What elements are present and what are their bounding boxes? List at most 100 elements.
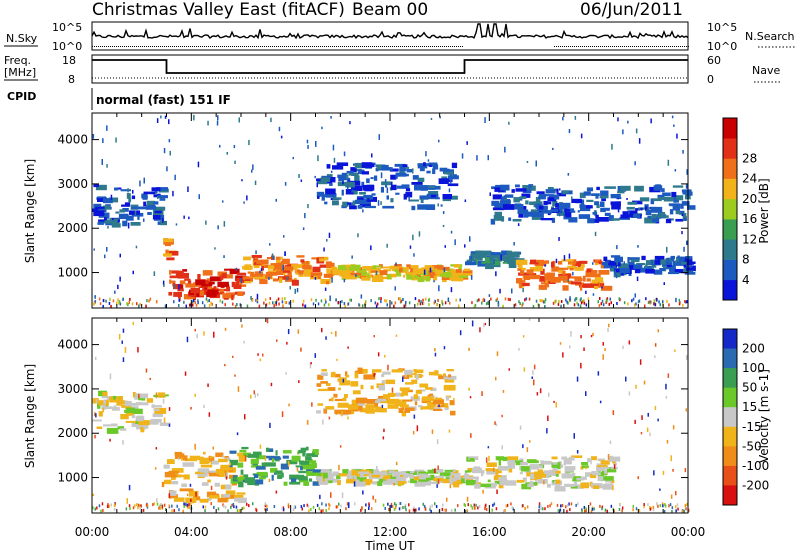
power-cells-cell <box>490 218 496 225</box>
power-cells-cell <box>386 195 389 200</box>
vel-cells-noise <box>149 377 151 380</box>
power-cells-cell <box>645 206 648 211</box>
power-cells-clutter <box>234 304 237 308</box>
power-cells-cell <box>138 206 149 210</box>
power-cells-cell <box>426 204 436 210</box>
power-cells-clutter <box>514 303 517 307</box>
power-cells-cell <box>685 184 689 189</box>
vel-cells-cell <box>240 454 245 458</box>
power-cells-cell <box>573 261 582 267</box>
vel-cells-cell <box>493 475 500 481</box>
power-cells-noise <box>450 287 453 293</box>
vel-cells-cell <box>421 406 434 410</box>
power-cells-cell <box>539 193 546 200</box>
vel-cells-clutter <box>92 506 94 510</box>
power-cells-cell <box>92 208 99 212</box>
vel-cells-noise <box>654 405 657 411</box>
power-cells-clutter <box>128 300 130 304</box>
vel-cells-clutter <box>681 509 684 513</box>
power-cells-cell <box>394 264 402 267</box>
power-cells-cell <box>525 211 536 217</box>
power-cells-noise <box>115 137 117 143</box>
power-cells-noise <box>174 174 176 181</box>
vel-cells-cell <box>381 472 388 476</box>
power-cells-cell <box>493 215 502 221</box>
power-cells-cell <box>644 266 652 269</box>
power-cells-cell <box>431 185 441 190</box>
power-cells-clutter <box>405 300 407 304</box>
vel-cells-clutter <box>656 502 658 506</box>
time-tick-label: 00:00 <box>75 525 110 539</box>
vel-cells-cell <box>171 481 179 485</box>
power-cells-cell <box>420 269 427 273</box>
power-cells-noise <box>316 182 318 188</box>
vel-cells-noise <box>276 339 278 342</box>
power-cells-cell <box>205 280 209 285</box>
vel-cells-noise <box>224 327 227 331</box>
power-cells-noise <box>333 157 336 163</box>
vel-cells-noise <box>548 392 550 397</box>
vel-cells-clutter <box>393 507 396 511</box>
vel-cells-noise <box>670 455 672 462</box>
vel-cells-cell <box>342 397 347 402</box>
vel-cells-cell <box>113 405 117 410</box>
vel-cells-cell <box>387 398 399 405</box>
vel-cells-noise <box>358 367 360 372</box>
power-cells-cell <box>492 194 503 200</box>
power-cells-clutter <box>93 301 96 305</box>
vel-cells-cell <box>428 371 439 376</box>
vel-cells-noise <box>622 345 624 350</box>
power-cells-cell <box>403 193 407 200</box>
vel-cells-cell <box>570 485 578 489</box>
power-cells-cell <box>674 269 683 272</box>
vel-cells-cell <box>375 406 382 413</box>
power-cells-clutter <box>441 302 444 306</box>
power-cells-noise <box>329 295 331 302</box>
power-cells-clutter <box>579 298 582 302</box>
power-cells-cell <box>429 164 432 167</box>
vel-cells-cell <box>444 407 448 411</box>
power-cells-clutter <box>258 304 261 308</box>
power-cells-noise <box>409 245 412 249</box>
vel-cells-clutter <box>550 502 553 506</box>
vel-cells-cell <box>183 455 188 461</box>
vel-cells-cell <box>283 481 288 486</box>
power-cells-noise <box>558 237 560 241</box>
power-cells-cell <box>540 218 553 221</box>
power-cells-noise <box>377 200 380 206</box>
power-cells-noise <box>444 245 446 248</box>
power-cells-clutter <box>668 303 670 307</box>
power-cells-noise <box>169 150 171 156</box>
power-cells-noise <box>437 203 439 207</box>
power-cells-cell <box>579 204 586 209</box>
power-cells-cell <box>370 177 374 180</box>
vel-cells-noise <box>262 353 264 357</box>
power-cells-noise <box>162 280 165 285</box>
power-cells-cell <box>428 274 434 278</box>
power-cells-cell <box>513 197 520 203</box>
vel-cells-noise <box>653 470 655 476</box>
power-cells-clutter <box>404 303 407 307</box>
vel-cells-cell <box>153 408 160 411</box>
vel-cells-cell <box>298 460 305 463</box>
vel-cells-noise <box>196 333 198 339</box>
vel-cells-clutter <box>470 504 472 508</box>
power-cells-clutter <box>358 303 360 307</box>
vel-cells-noise <box>469 396 472 399</box>
power-cells-clutter <box>269 297 271 300</box>
power-cells-cell <box>224 268 232 271</box>
power-cells-cell <box>382 205 395 209</box>
vel-cells-noise <box>468 387 470 391</box>
vel-cells-noise <box>287 329 290 335</box>
vel-cells-cell <box>289 474 299 480</box>
vel-cells-clutter <box>282 507 285 511</box>
power-cells-cell <box>440 204 443 207</box>
power-cells-cell <box>586 187 593 192</box>
power-cells-noise <box>269 243 271 246</box>
vel-cells-noise <box>109 373 112 380</box>
vel-cells-noise <box>330 331 333 335</box>
power-cells-cell <box>669 269 679 274</box>
vel-cells-cell <box>173 497 185 502</box>
power-cells-clutter <box>678 298 681 302</box>
power-cells-cell <box>332 197 342 200</box>
